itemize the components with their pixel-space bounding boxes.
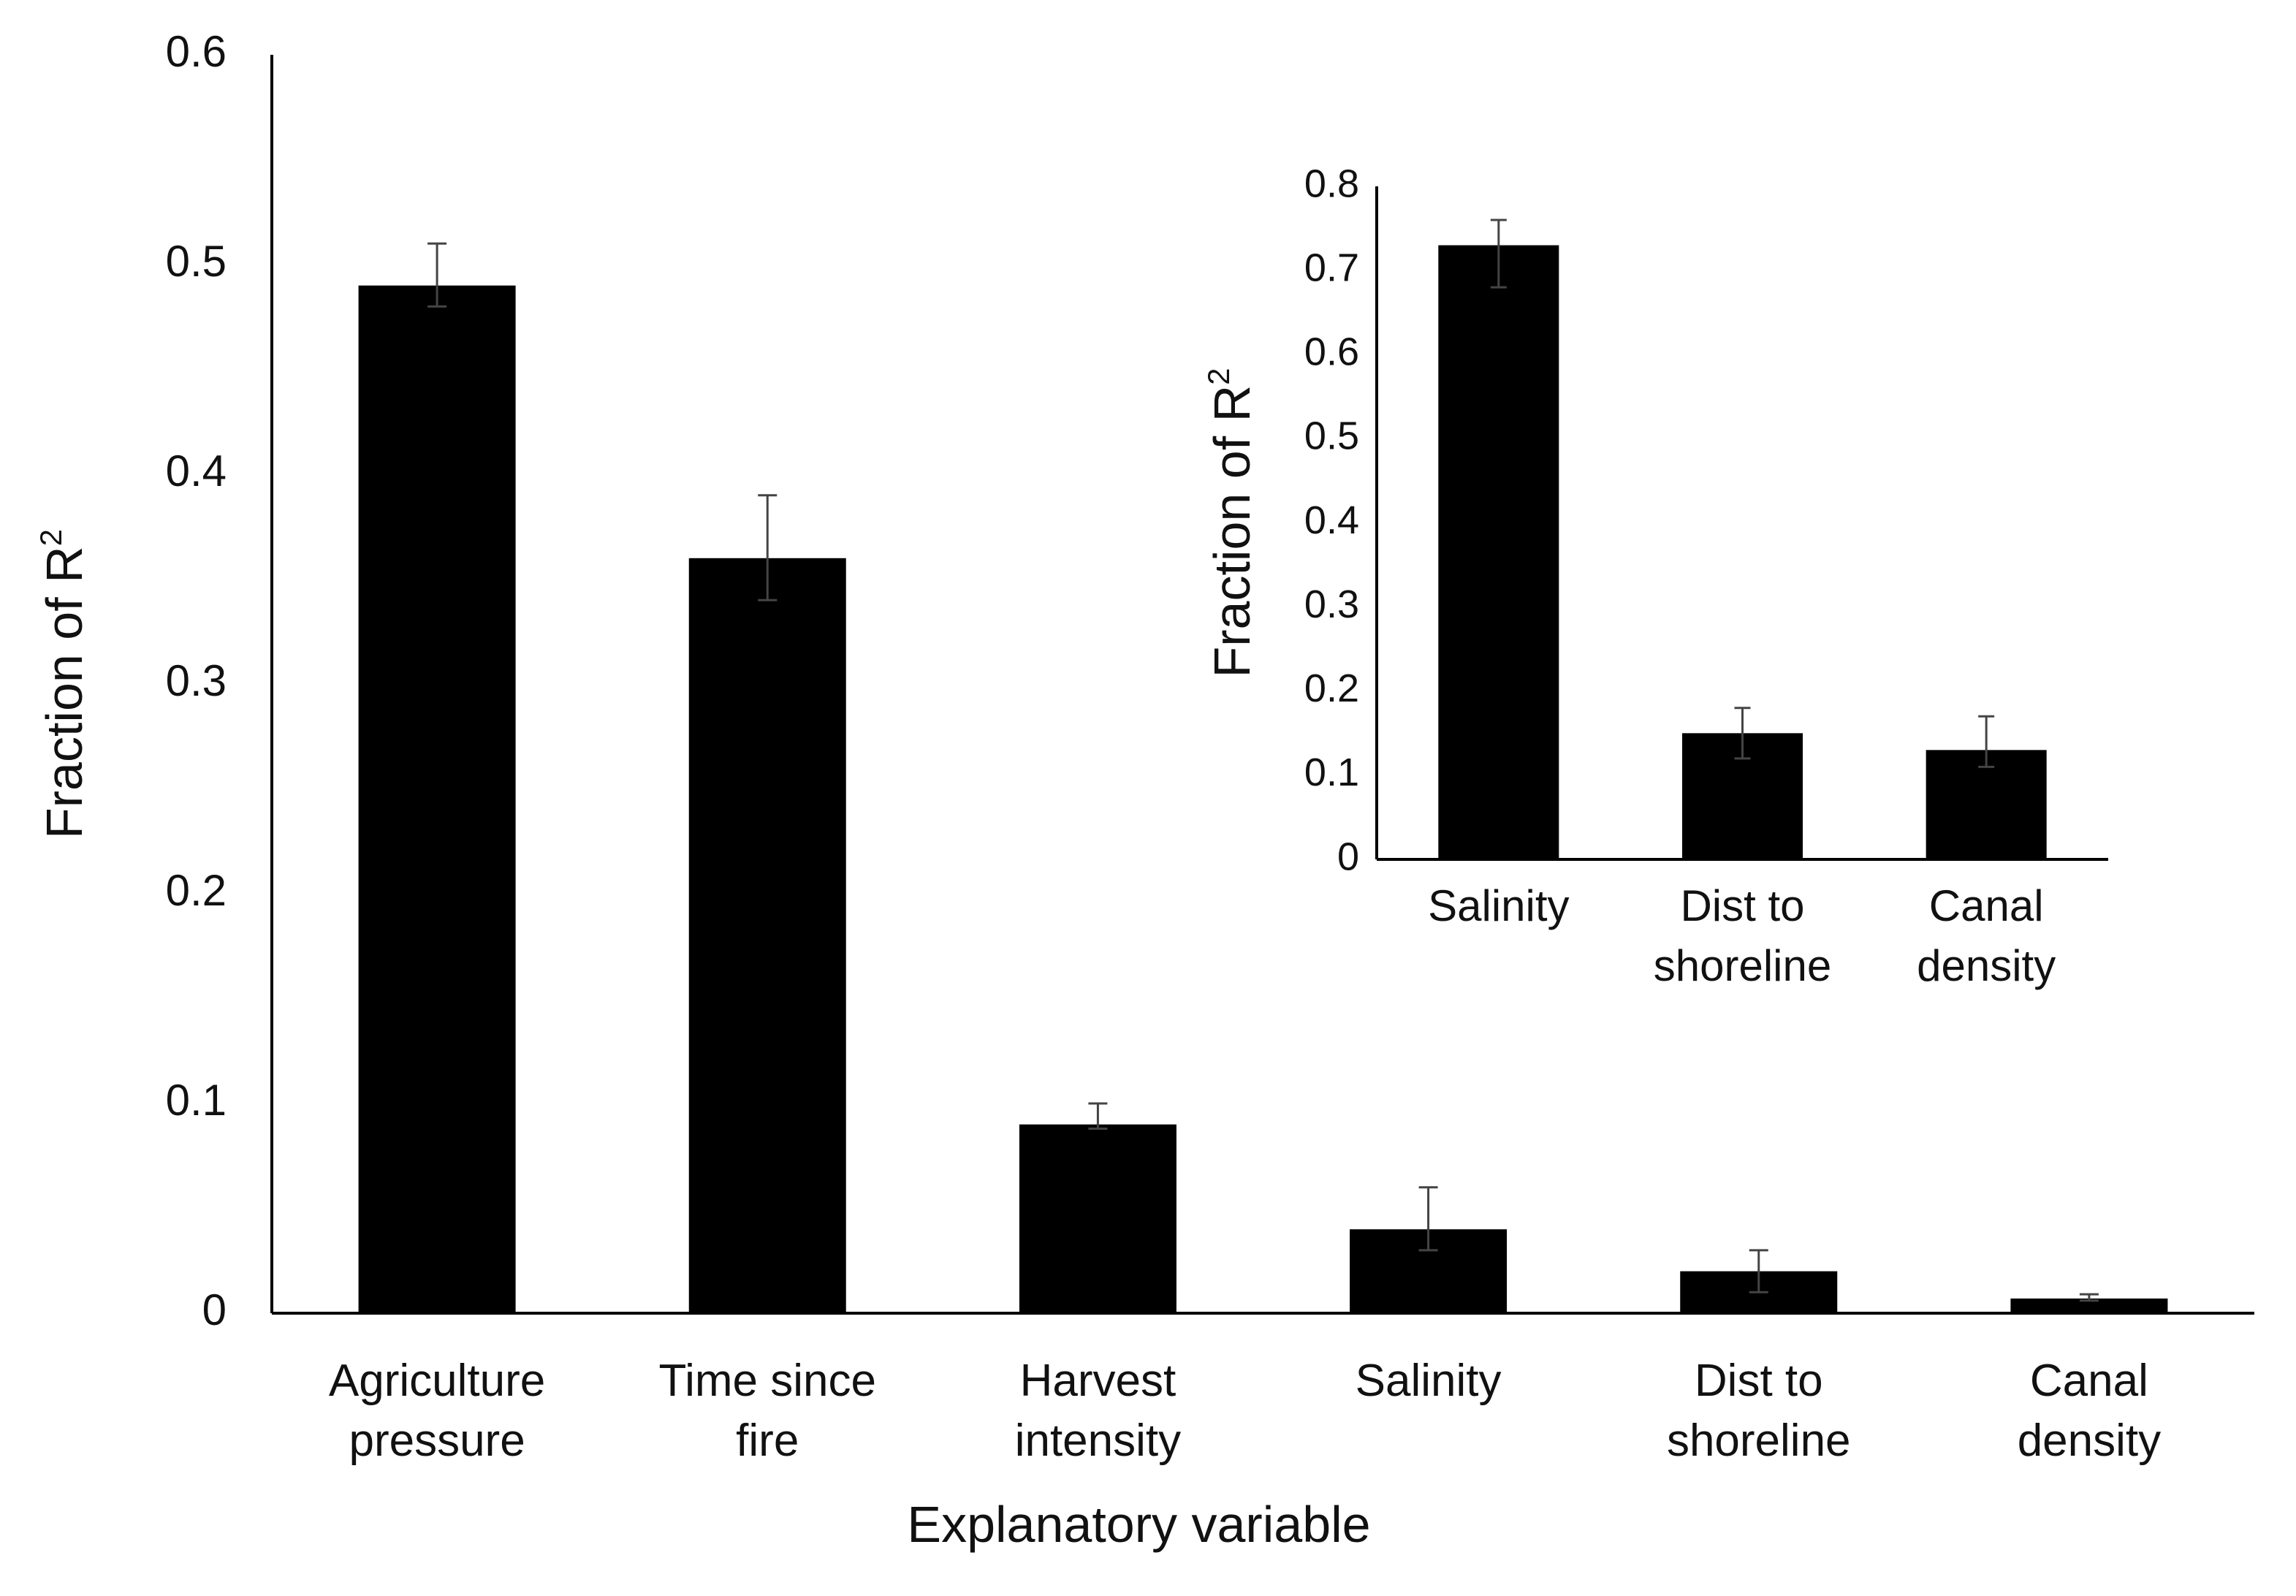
inset-y-tick-label: 0 — [1337, 835, 1359, 878]
inset-category-label-line: shoreline — [1654, 941, 1832, 990]
inset-y-tick-label: 0.6 — [1304, 330, 1359, 374]
inset-category-label: Salinity — [1428, 881, 1569, 930]
inset-category-label-line: Salinity — [1428, 881, 1569, 930]
main-category-label-line: density — [2018, 1416, 2161, 1466]
main-chart-panel: 0 0.1 0.2 0.3 0.4 0.5 0.6 Agriculture pressure Ti… — [34, 27, 2254, 1553]
inset-category-label: Dist to shoreline — [1654, 881, 1832, 990]
inset-category-label-line: Dist to — [1680, 881, 1804, 930]
main-category-label: Agriculture pressure — [329, 1356, 545, 1466]
main-category-label-line: Agriculture — [329, 1356, 545, 1406]
main-category-label: Salinity — [1356, 1356, 1502, 1406]
main-category-label-line: shoreline — [1667, 1416, 1851, 1466]
inset-category-label-line: Canal — [1929, 881, 2044, 930]
main-bar — [358, 285, 516, 1314]
main-x-axis-title: Explanatory variable — [907, 1496, 1370, 1553]
main-y-tick-label: 0 — [202, 1285, 227, 1334]
main-y-axis-title-sup: 2 — [34, 529, 68, 546]
main-y-axis-title: Fraction of R2 — [34, 529, 93, 839]
main-category-label-line: Harvest — [1020, 1356, 1176, 1406]
inset-y-tick-label: 0.4 — [1304, 498, 1359, 542]
main-y-tick-label: 0.1 — [166, 1076, 227, 1125]
main-category-label: Harvest intensity — [1015, 1356, 1181, 1466]
inset-y-axis-title: Fraction of R2 — [1201, 368, 1261, 677]
inset-category-label-line: density — [1917, 941, 2056, 990]
main-bar — [688, 558, 846, 1313]
inset-y-tick-label: 0.8 — [1304, 162, 1359, 205]
inset-y-tick-label: 0.3 — [1304, 582, 1359, 626]
main-y-tick-label: 0.3 — [166, 656, 227, 705]
inset-y-axis-title-text: Fraction of R — [1204, 385, 1261, 678]
inset-category-label: Canal density — [1917, 881, 2056, 990]
main-category-label-line: Salinity — [1356, 1356, 1502, 1406]
main-category-label: Time since fire — [659, 1356, 876, 1466]
inset-bar — [1926, 750, 2047, 859]
main-bar — [2010, 1298, 2168, 1313]
inset-y-tick-label: 0.1 — [1304, 750, 1359, 794]
main-y-tick-label: 0.4 — [166, 446, 227, 495]
main-category-label-line: fire — [736, 1416, 799, 1466]
inset-y-tick-label: 0.2 — [1304, 666, 1359, 710]
main-category-label: Dist to shoreline — [1667, 1356, 1851, 1466]
inset-y-tick-label: 0.7 — [1304, 246, 1359, 289]
main-bar — [1019, 1124, 1176, 1313]
main-category-label-line: intensity — [1015, 1416, 1181, 1466]
main-category-label-line: Time since — [659, 1356, 876, 1406]
main-y-axis-title-text: Fraction of R — [36, 546, 93, 839]
inset-y-tick-label: 0.5 — [1304, 414, 1359, 458]
main-y-tick-label: 0.6 — [166, 27, 227, 76]
inset-chart-panel: 0 0.1 0.2 0.3 0.4 0.5 0.6 0.7 0.8 Salinity Dist to… — [1201, 162, 2108, 990]
inset-y-axis-title-sup: 2 — [1201, 368, 1236, 384]
inset-bar — [1438, 245, 1559, 859]
main-category-label-line: Dist to — [1695, 1356, 1823, 1406]
main-category-label: Canal density — [2018, 1356, 2161, 1466]
main-category-label-line: pressure — [349, 1416, 525, 1466]
main-y-tick-label: 0.2 — [166, 866, 227, 915]
main-category-label-line: Canal — [2030, 1356, 2148, 1406]
main-y-tick-label: 0.5 — [166, 237, 227, 286]
